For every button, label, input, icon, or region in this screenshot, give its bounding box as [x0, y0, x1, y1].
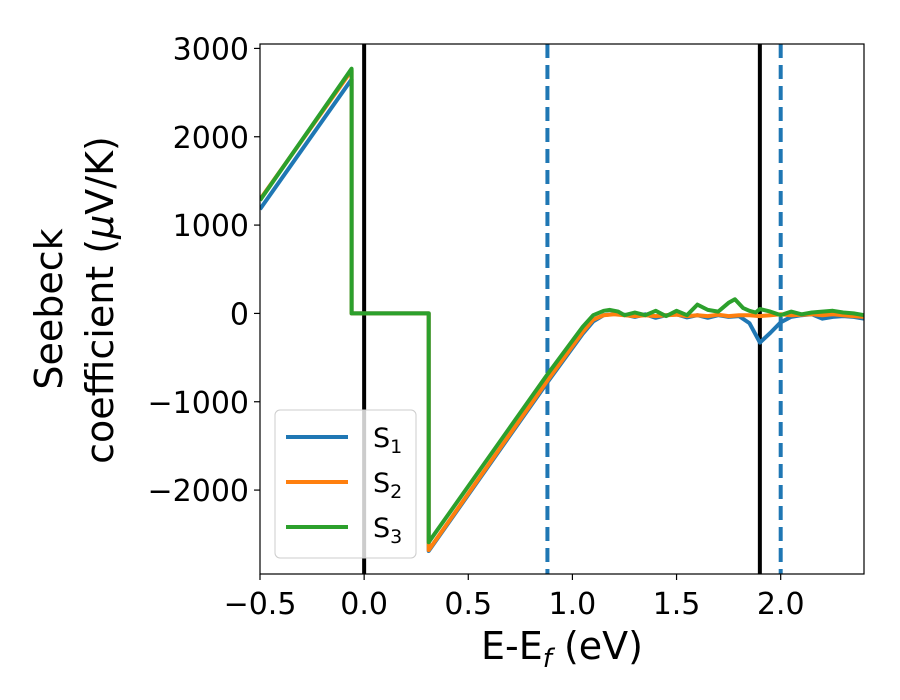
y-tick-label: 2000	[173, 121, 249, 156]
legend-label-s1: S1	[373, 423, 402, 458]
x-tick-label: −0.5	[224, 587, 297, 622]
x-axis-label: E-Ef (eV)	[481, 624, 643, 674]
series-lines	[260, 66, 864, 553]
x-tick-label: 0.5	[444, 587, 492, 622]
y-axis-label-line1: Seebeck	[27, 228, 71, 389]
y-tick-label: 0	[230, 297, 249, 332]
x-tick-label: 1.5	[653, 587, 701, 622]
y-axis-label-line2: coefficient (μV/K)	[78, 136, 122, 464]
plot-frame	[259, 43, 865, 575]
y-tick-label: 3000	[173, 32, 249, 67]
y-tick-label: −1000	[148, 386, 249, 421]
x-axis-ticks: −0.5 0.0 0.5 1.0 1.5 2.0	[224, 574, 805, 622]
x-tick-label: 2.0	[757, 587, 805, 622]
x-tick-label: 1.0	[549, 587, 597, 622]
y-axis-ticks: 3000 2000 1000 0 −1000 −2000	[148, 32, 260, 509]
legend: S1 S2 S3	[274, 409, 417, 559]
legend-label-s2: S2	[373, 468, 402, 503]
x-tick-label: 0.0	[340, 587, 388, 622]
legend-label-s3: S3	[373, 513, 402, 548]
series-line-s3	[260, 66, 864, 545]
y-tick-label: 1000	[173, 209, 249, 244]
y-tick-label: −2000	[148, 474, 249, 509]
